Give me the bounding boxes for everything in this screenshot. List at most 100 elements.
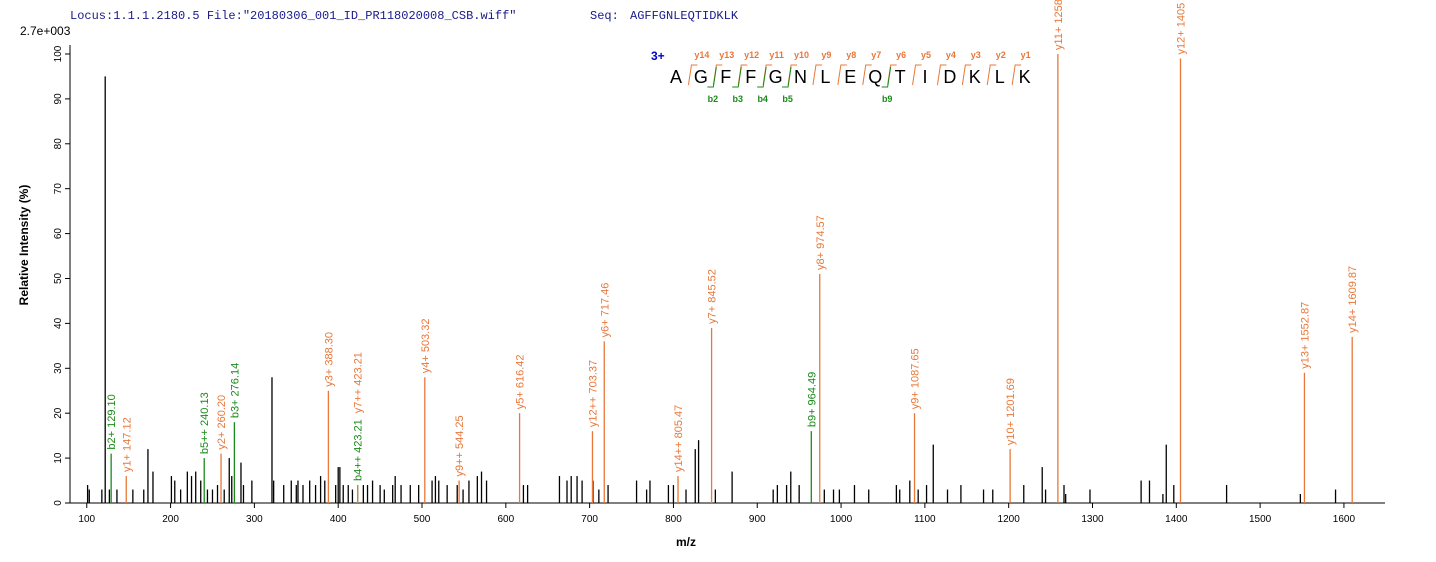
b-ion-label: b3: [733, 94, 744, 104]
y-ion-label: y10: [794, 50, 809, 60]
y-ion-label: y9: [821, 50, 831, 60]
peak-label: y10+ 1201.69: [1005, 378, 1017, 445]
residue: A: [670, 67, 682, 87]
peak-label: y14+ 1609.87: [1347, 266, 1359, 333]
sequence-label: Seq:: [590, 9, 619, 23]
y-ion-bracket: [936, 64, 947, 86]
y-ion-bracket: [687, 64, 698, 86]
residue: I: [922, 67, 927, 87]
residue: E: [844, 67, 856, 87]
x-tick-label: 1500: [1249, 514, 1272, 525]
x-tick-label: 1000: [830, 514, 853, 525]
x-tick-label: 300: [246, 514, 263, 525]
peak-label: b2+ 129.10: [106, 394, 118, 449]
y-tick-label: 10: [53, 452, 64, 464]
peak-label: b9+ 964.49: [806, 372, 818, 427]
y-tick-label: 0: [53, 500, 64, 506]
y-tick-label: 90: [53, 93, 64, 105]
residue: Q: [868, 67, 882, 87]
x-tick-label: 500: [414, 514, 431, 525]
x-tick-label: 1400: [1165, 514, 1188, 525]
y-ion-label: y6: [896, 50, 906, 60]
y-tick-label: 50: [53, 272, 64, 284]
peak-label: y3+ 388.30: [323, 332, 335, 387]
peak-label: y9+ 1087.65: [910, 348, 922, 409]
peak-label: y7+ 845.52: [707, 269, 719, 324]
y-ion-label: y11: [769, 50, 784, 60]
sequence: AGFFGNLEQTIDKLK: [630, 9, 739, 23]
b-ion-bracket: [732, 66, 742, 88]
b-ion-bracket: [757, 66, 767, 88]
b-ion-label: b4: [757, 94, 768, 104]
residue: G: [694, 67, 708, 87]
peak-label: y8+ 974.57: [815, 215, 827, 270]
y-ion-bracket: [1011, 64, 1022, 86]
x-tick-label: 100: [78, 514, 95, 525]
y-tick-label: 70: [53, 183, 64, 195]
y-ion-label: y8: [846, 50, 856, 60]
charge-label: 3+: [651, 49, 665, 63]
b-ion-bracket: [782, 66, 792, 88]
residue: T: [895, 67, 906, 87]
b-ion-bracket: [707, 66, 717, 88]
residue: F: [745, 67, 756, 87]
y-ion-label: y5: [921, 50, 931, 60]
residue: L: [995, 67, 1005, 87]
peak-label: y11+ 1258.71: [1053, 0, 1065, 50]
peak-label: y14++ 805.47: [673, 405, 685, 472]
y-ion-bracket: [862, 64, 872, 86]
x-axis-label: m/z: [676, 535, 696, 549]
chart-title: Locus:1.1.1.2180.5 File:"20180306_001_ID…: [70, 9, 516, 23]
y-ion-label: y13: [719, 50, 734, 60]
b-ion-bracket: [881, 66, 892, 88]
peak-label: b4++ 423.21: [353, 419, 365, 481]
y-ion-bracket: [986, 64, 997, 86]
y-ion-label: y14: [694, 50, 709, 60]
x-tick-label: 1200: [998, 514, 1021, 525]
residue: K: [1019, 67, 1031, 87]
residue: D: [943, 67, 956, 87]
peak-label: b5++ 240.13: [199, 392, 211, 454]
y-ion-label: y12: [744, 50, 759, 60]
peak-label: y7++ 423.21: [353, 352, 365, 413]
y-ion-bracket: [812, 64, 822, 86]
x-tick-label: 800: [665, 514, 682, 525]
y-scale-label: 2.7e+003: [20, 24, 71, 38]
peak-label: y9++ 544.25: [454, 415, 466, 476]
y-tick-label: 20: [53, 407, 64, 419]
b-ion-label: b5: [782, 94, 793, 104]
x-tick-label: 400: [330, 514, 347, 525]
y-ion-label: y2: [996, 50, 1006, 60]
residue: F: [720, 67, 731, 87]
x-tick-label: 700: [581, 514, 598, 525]
y-tick-label: 80: [53, 138, 64, 150]
residue: K: [969, 67, 981, 87]
y-ion-bracket: [961, 64, 972, 86]
peak-label: y12+ 1405: [1176, 3, 1188, 55]
peak-label: y2+ 260.20: [216, 395, 228, 450]
b-ion-label: b2: [708, 94, 719, 104]
y-tick-label: 100: [53, 45, 64, 62]
residue: G: [769, 67, 783, 87]
y-ion-bracket: [912, 64, 922, 86]
peak-label: y4+ 503.32: [420, 319, 432, 374]
x-tick-label: 200: [162, 514, 179, 525]
y-ion-label: y4: [946, 50, 956, 60]
residue: N: [794, 67, 807, 87]
x-tick-label: 1300: [1081, 514, 1104, 525]
b-ion-label: b9: [882, 94, 893, 104]
peak-label: y12++ 703.37: [587, 360, 599, 427]
peak-label: y1+ 147.12: [121, 417, 133, 472]
y-ion-bracket: [837, 64, 847, 86]
y-tick-label: 60: [53, 228, 64, 240]
y-tick-label: 40: [53, 317, 64, 329]
residue: L: [820, 67, 830, 87]
x-tick-label: 1100: [914, 514, 936, 525]
y-ion-label: y7: [871, 50, 881, 60]
x-tick-label: 900: [749, 514, 766, 525]
y-axis-label: Relative Intensity (%): [17, 185, 31, 306]
peak-label: y13+ 1552.87: [1299, 302, 1311, 369]
y-ion-label: y3: [971, 50, 981, 60]
